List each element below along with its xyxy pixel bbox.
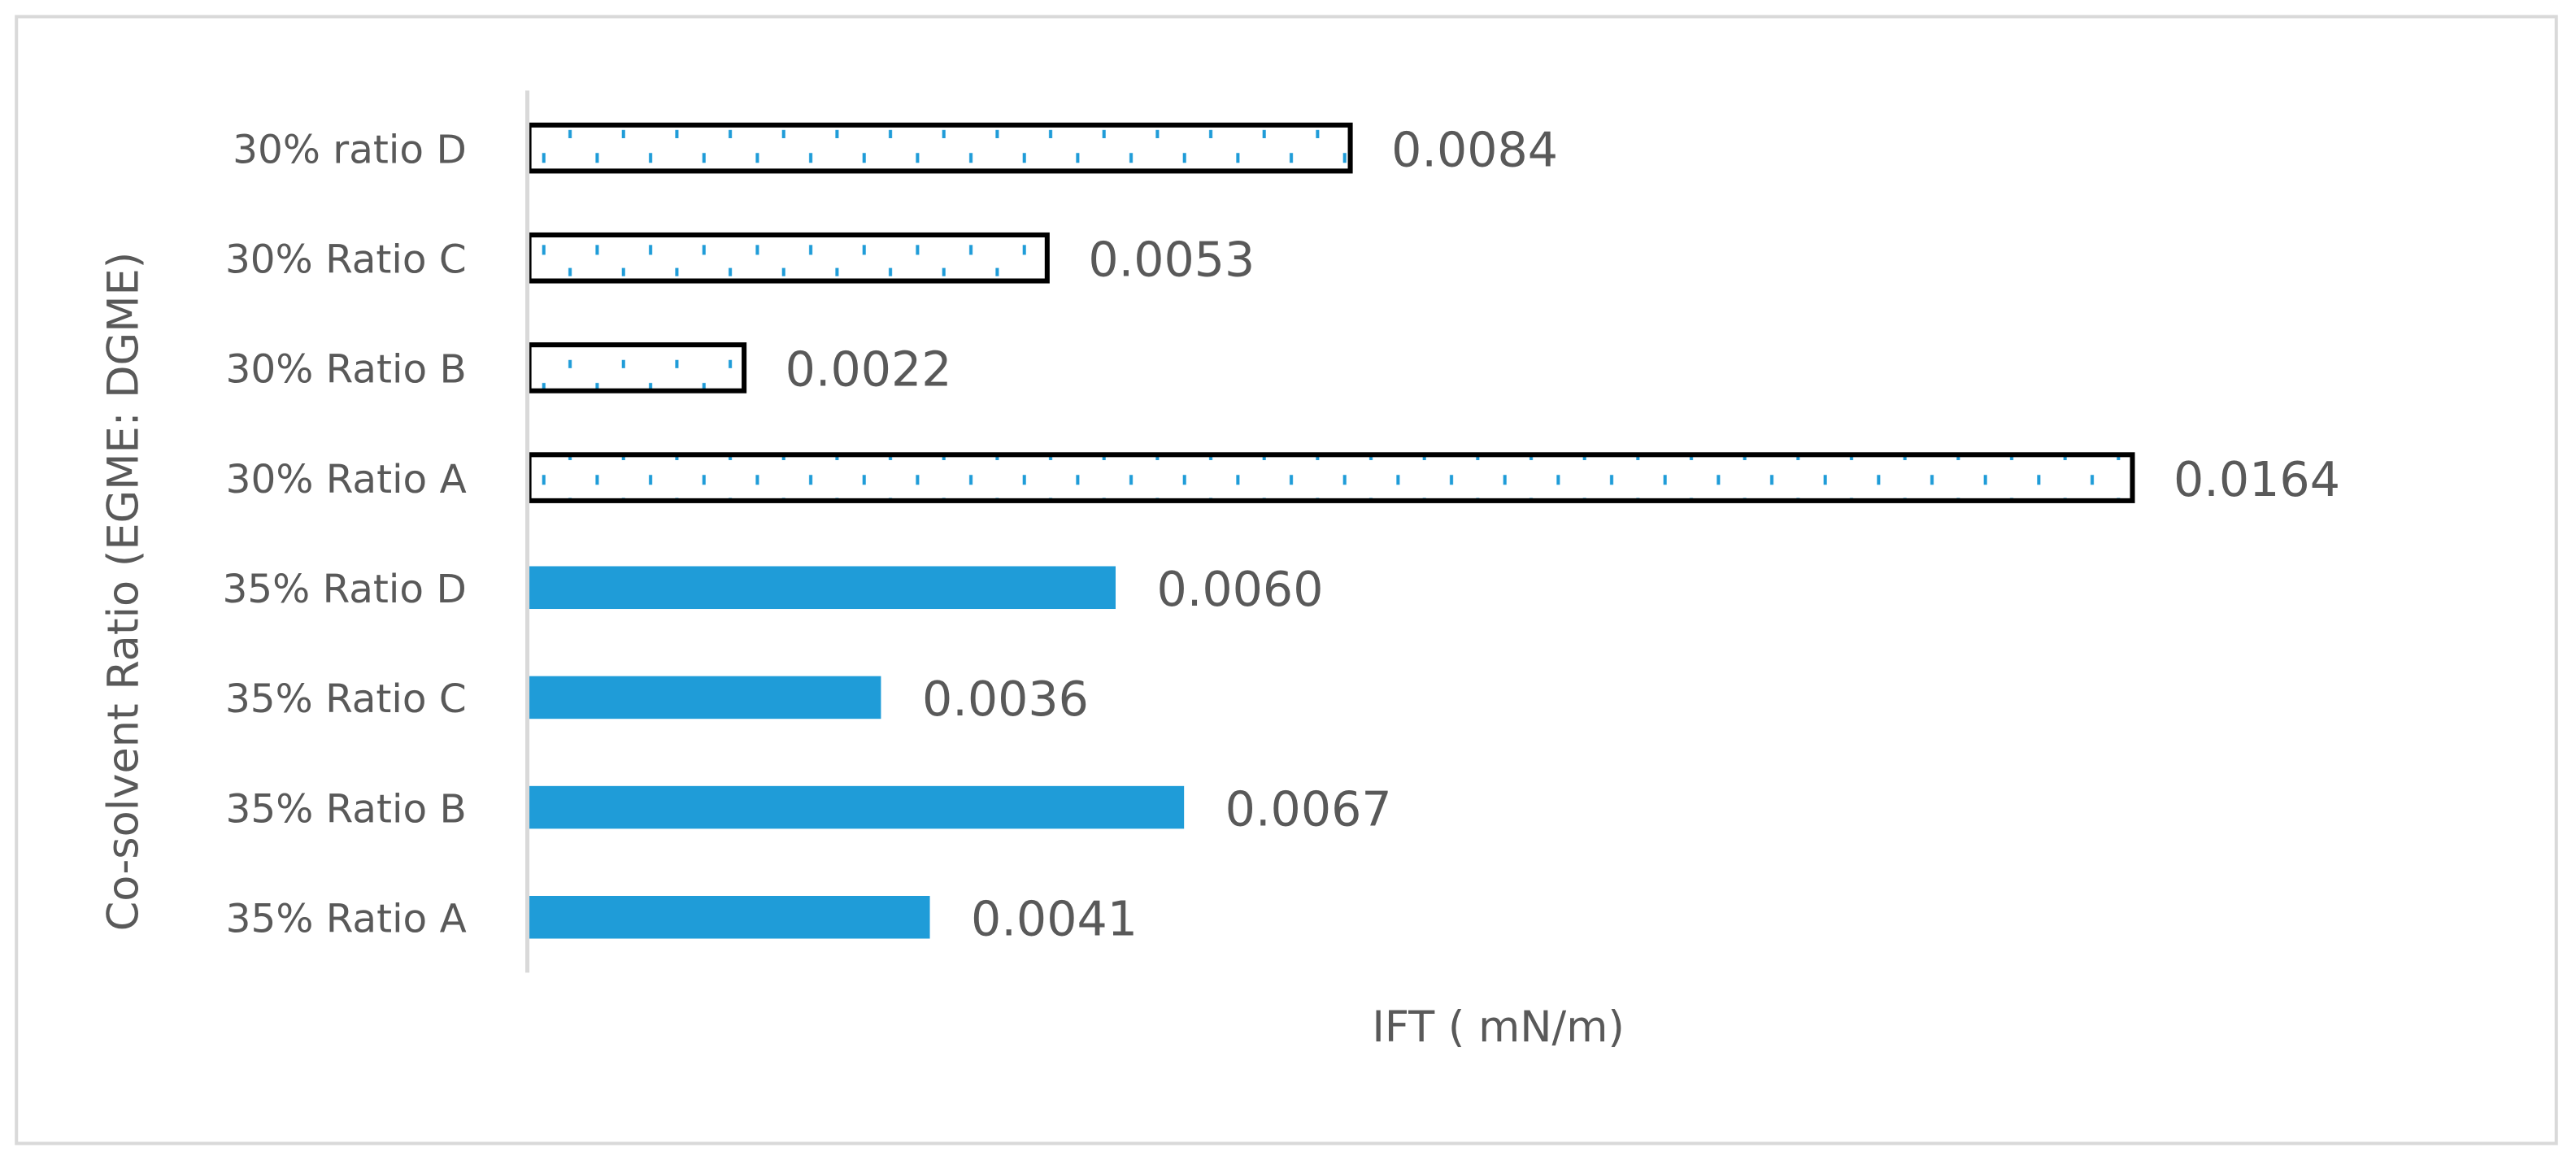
category-label: 35% Ratio D <box>222 567 466 612</box>
data-label: 0.0036 <box>922 672 1089 727</box>
bars-group <box>526 122 2135 939</box>
data-label: 0.0084 <box>1391 122 1558 177</box>
y-axis-title: Co-solvent Ratio (EGME: DGME) <box>99 252 149 932</box>
data-labels: 0.0084 0.0053 0.0022 0.0164 0.0060 0.0036 0.00… <box>785 122 2340 946</box>
chart-frame <box>15 15 2558 1145</box>
category-label: 35% Ratio C <box>225 676 467 722</box>
x-axis-title: IFT ( mN/m) <box>1372 1002 1625 1052</box>
category-label: 30% Ratio A <box>226 457 467 502</box>
bar <box>526 232 1050 284</box>
bar <box>529 785 1185 829</box>
data-label: 0.0164 <box>2174 452 2340 507</box>
category-label: 35% Ratio B <box>226 786 467 832</box>
bar <box>526 122 1353 174</box>
data-label: 0.0067 <box>1225 781 1392 837</box>
category-labels: 30% ratio D 30% Ratio C 30% Ratio B 30% Rat… <box>222 127 466 941</box>
category-label: 30% Ratio C <box>225 237 467 282</box>
category-label: 35% Ratio A <box>226 896 467 941</box>
bar <box>529 566 1116 610</box>
category-label: 30% ratio D <box>233 127 467 172</box>
data-label: 0.0022 <box>785 342 952 398</box>
data-label: 0.0060 <box>1157 562 1324 617</box>
data-label: 0.0053 <box>1088 232 1255 287</box>
bar <box>526 342 747 393</box>
bar <box>526 452 2135 503</box>
category-label: 30% Ratio B <box>226 347 467 393</box>
data-label: 0.0041 <box>971 891 1138 946</box>
bar <box>529 895 930 939</box>
bar <box>529 676 881 719</box>
